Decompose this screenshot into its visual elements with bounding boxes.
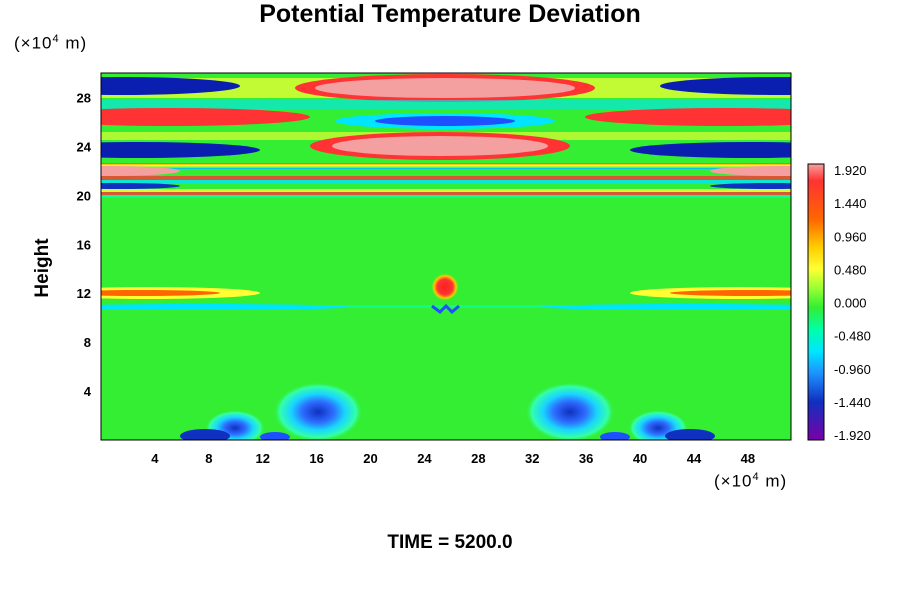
x-tick-label: 48: [741, 451, 755, 466]
colorbar-tick-label: 0.960: [834, 229, 867, 244]
colorbar-tick-label: -1.920: [834, 428, 871, 443]
y-tick-label: 8: [84, 335, 91, 350]
colorbar-tick-label: 1.440: [834, 196, 867, 211]
y-tick-label: 20: [77, 188, 91, 203]
colorbar-ticks: 1.920 1.440 0.960 0.480 0.000 -0.480 -0.960 -1.…: [834, 163, 871, 443]
time-label: TIME = 5200.0: [387, 532, 513, 553]
x-tick-label: 40: [633, 451, 647, 466]
x-tick-label: 44: [687, 451, 702, 466]
x-tick-label: 12: [255, 451, 269, 466]
y-tick-label: 28: [77, 90, 91, 105]
y-tick-label: 16: [77, 237, 91, 252]
y-tick-label: 4: [84, 384, 92, 399]
colorbar-tick-label: 0.000: [834, 296, 867, 311]
y-axis-unit: (×104 m): [14, 33, 88, 53]
colorbar-tick-label: 1.920: [834, 163, 867, 178]
x-axis-ticks: 4 8 12 16 20 24 28 32 36 40 44 48: [151, 451, 755, 466]
x-tick-label: 36: [579, 451, 593, 466]
x-axis-unit: (×104 m): [714, 471, 788, 491]
x-tick-label: 32: [525, 451, 539, 466]
colorbar-tick-label: -1.440: [834, 395, 871, 410]
colorbar-tick-label: -0.960: [834, 362, 871, 377]
y-tick-label: 12: [77, 286, 91, 301]
colorbar-tick-label: -0.480: [834, 329, 871, 344]
chart-title: Potential Temperature Deviation: [259, 0, 641, 28]
x-tick-label: 20: [363, 451, 377, 466]
x-tick-label: 4: [151, 451, 159, 466]
y-tick-label: 24: [77, 139, 92, 154]
x-tick-label: 28: [471, 451, 485, 466]
y-axis-ticks: 4 8 12 16 20 24 28: [77, 90, 92, 399]
colorbar-tick-label: 0.480: [834, 262, 867, 277]
x-tick-label: 16: [309, 451, 323, 466]
heatmap-field: [101, 73, 791, 440]
x-tick-label: 8: [205, 451, 212, 466]
colorbar: [807, 163, 825, 441]
x-tick-label: 24: [417, 451, 432, 466]
